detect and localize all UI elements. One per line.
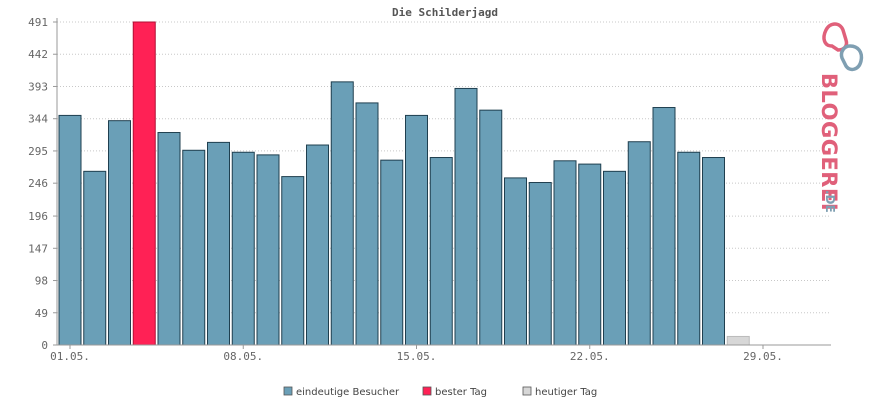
y-tick-label: 49 <box>35 307 48 320</box>
x-tick-label: 01.05. <box>50 350 90 363</box>
x-tick-label: 22.05. <box>570 350 610 363</box>
bar <box>83 170 107 346</box>
bar <box>652 107 676 346</box>
bar <box>157 132 181 346</box>
axes <box>56 18 831 346</box>
bar <box>207 141 230 346</box>
y-tick-label: 344 <box>28 113 48 126</box>
bar <box>306 144 329 346</box>
y-tick-label: 98 <box>35 275 48 288</box>
y-tick-label: 147 <box>28 242 48 255</box>
y-tick-label: 246 <box>28 177 48 190</box>
bar <box>702 157 725 346</box>
legend-swatch <box>283 386 293 396</box>
legend-swatch <box>422 386 432 396</box>
bar <box>429 157 453 346</box>
bar <box>479 109 503 346</box>
legend-label: eindeutige Besucher <box>296 387 400 398</box>
bar <box>231 151 255 346</box>
bar-best-day <box>132 21 156 346</box>
bar <box>256 154 280 346</box>
y-tick-label: 491 <box>28 16 48 29</box>
legend-label: heutiger Tag <box>535 387 597 398</box>
bar <box>603 170 626 346</box>
logo-wordmark: BLOGGEREI <box>817 73 841 211</box>
chart-title: Die Schilderjagd <box>392 6 498 19</box>
speech-bubble-logo-icon <box>822 22 864 72</box>
bar <box>454 87 478 346</box>
bar <box>330 81 354 346</box>
y-tick-label: 295 <box>28 145 48 158</box>
legend-label: bester Tag <box>435 387 487 398</box>
y-tick-label: 0 <box>41 339 48 352</box>
x-tick-label: 08.05. <box>223 350 263 363</box>
y-tick-label: 196 <box>28 210 48 223</box>
bar <box>627 141 651 346</box>
legend-swatch <box>522 386 532 396</box>
bar <box>677 151 701 346</box>
bar <box>355 102 379 346</box>
bloggerei-logo: BLOGGEREI .DE <box>817 22 864 213</box>
bar <box>108 120 131 346</box>
y-tick-label: 393 <box>28 80 48 93</box>
logo-suffix: .DE <box>823 190 837 213</box>
bars <box>58 21 750 346</box>
bar <box>380 159 404 346</box>
bar <box>58 114 82 346</box>
bar-today <box>726 335 750 346</box>
bar <box>553 160 577 346</box>
bar <box>578 163 602 346</box>
bar <box>504 177 527 346</box>
bar <box>405 114 428 346</box>
x-tick-label: 15.05. <box>397 350 437 363</box>
bar <box>528 182 552 346</box>
bar <box>182 149 206 346</box>
bar <box>281 176 305 346</box>
x-tick-label: 29.05. <box>743 350 783 363</box>
y-tick-label: 442 <box>28 48 48 61</box>
y-axis-ticks: 0 49 98 147 196 246 295 344 393 442 491 <box>28 16 57 352</box>
x-axis-ticks: 01.05. 08.05. 15.05. 22.05. 29.05. <box>50 345 783 363</box>
legend: eindeutige Besucher bester Tag heutiger Ta… <box>283 386 597 398</box>
